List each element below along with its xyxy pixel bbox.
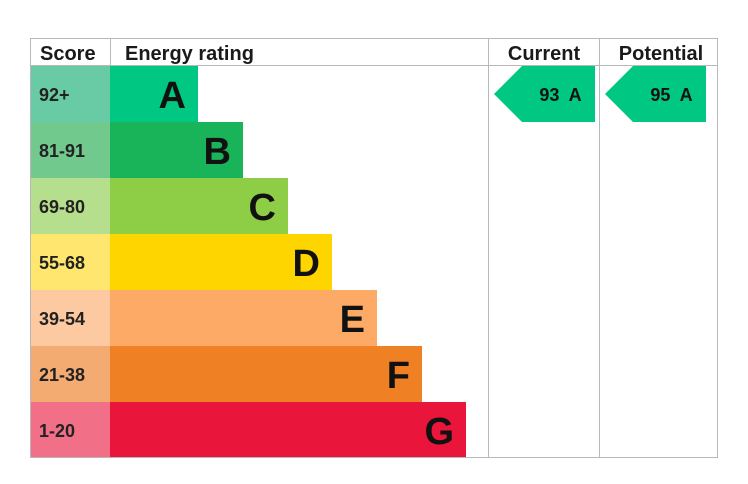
current-header: Current xyxy=(508,43,581,65)
score-cells: 92+ 81-91 69-80 55-68 39-54 21-38 1-20 xyxy=(30,66,110,458)
table-grid xyxy=(30,38,718,458)
potential-indicator xyxy=(605,66,706,122)
score-range-d: 55-68 xyxy=(39,253,85,273)
current-rating-label: 93 A xyxy=(539,85,581,105)
bar-letter-g: G xyxy=(424,411,454,453)
bar-letter-b: B xyxy=(204,131,231,173)
potential-rating-label: 95 A xyxy=(650,85,692,105)
bar-a xyxy=(110,66,198,122)
energy-rating-header: Energy rating xyxy=(125,43,254,65)
score-cell-f xyxy=(30,346,110,402)
bar-b xyxy=(110,122,243,178)
bar-letter-d: D xyxy=(293,243,320,285)
bar-g xyxy=(110,402,466,458)
current-indicator xyxy=(494,66,595,122)
score-cell-c xyxy=(30,178,110,234)
rating-indicators: 93 A 95 A xyxy=(494,66,706,122)
bar-c xyxy=(110,178,288,234)
score-header: Score xyxy=(40,43,96,65)
score-cell-a xyxy=(30,66,110,122)
score-cell-g xyxy=(30,402,110,458)
potential-header: Potential xyxy=(619,43,703,65)
bar-letter-f: F xyxy=(387,355,410,397)
score-range-c: 69-80 xyxy=(39,197,85,217)
table-border xyxy=(30,38,718,458)
score-cell-d xyxy=(30,234,110,290)
score-range-a: 92+ xyxy=(39,85,70,105)
bar-letter-e: E xyxy=(340,299,365,341)
score-range-f: 21-38 xyxy=(39,365,85,385)
header-row: Score Energy rating Current Potential xyxy=(40,43,703,65)
score-range-g: 1-20 xyxy=(39,421,75,441)
bar-d xyxy=(110,234,332,290)
bar-f xyxy=(110,346,422,402)
bar-letter-c: C xyxy=(249,187,276,229)
bar-letter-a: A xyxy=(159,75,186,117)
bar-e xyxy=(110,290,377,346)
score-cell-b xyxy=(30,122,110,178)
score-range-e: 39-54 xyxy=(39,309,85,329)
score-range-b: 81-91 xyxy=(39,141,85,161)
score-cell-e xyxy=(30,290,110,346)
